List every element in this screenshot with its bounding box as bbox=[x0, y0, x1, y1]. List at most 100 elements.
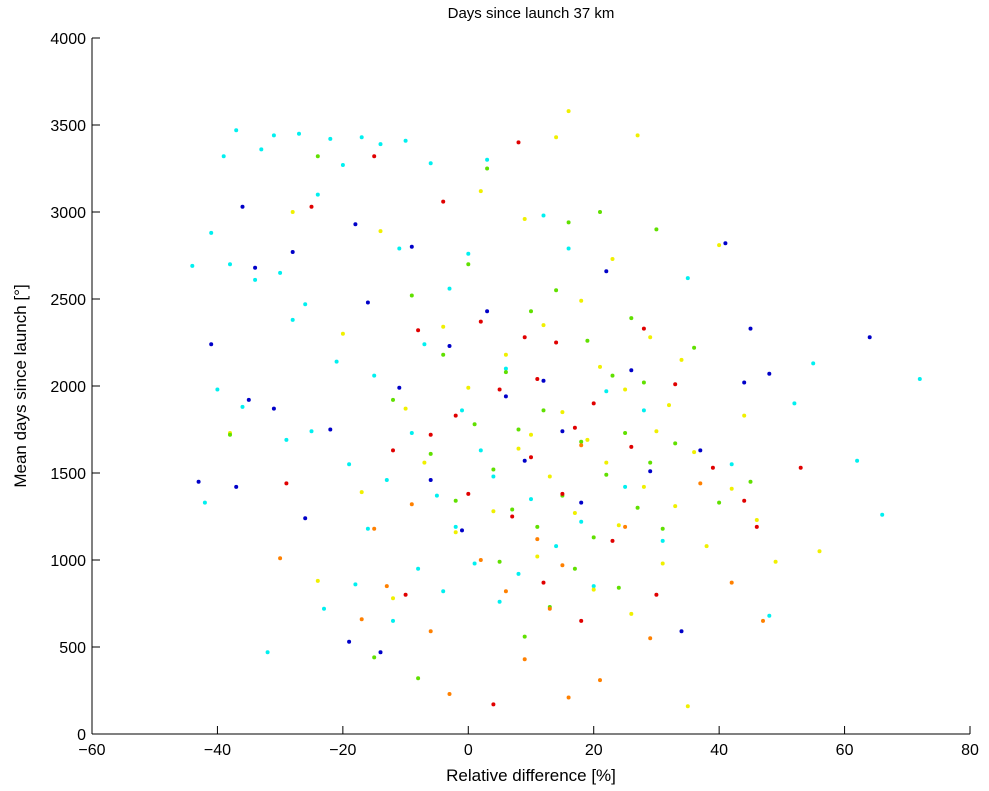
data-point bbox=[522, 335, 527, 340]
data-point bbox=[403, 592, 408, 597]
data-point bbox=[416, 676, 421, 681]
data-point bbox=[629, 444, 634, 449]
x-axis-label: Relative difference [%] bbox=[446, 766, 616, 785]
data-point bbox=[917, 377, 922, 381]
data-point bbox=[604, 269, 609, 274]
data-point bbox=[648, 335, 653, 340]
data-point bbox=[811, 361, 816, 366]
data-point bbox=[579, 618, 584, 623]
data-point bbox=[623, 387, 628, 392]
data-point bbox=[629, 611, 634, 616]
data-point bbox=[641, 380, 646, 385]
data-point bbox=[485, 166, 490, 171]
data-point bbox=[566, 109, 571, 114]
data-point bbox=[754, 518, 759, 522]
data-point bbox=[704, 544, 709, 549]
y-tick-label: 1500 bbox=[50, 466, 86, 483]
data-point bbox=[579, 298, 584, 303]
data-point bbox=[566, 246, 571, 251]
data-point bbox=[428, 161, 433, 166]
data-point bbox=[478, 189, 483, 194]
data-point bbox=[422, 342, 427, 347]
data-point bbox=[579, 439, 584, 444]
data-point bbox=[598, 210, 602, 214]
data-point bbox=[221, 154, 226, 159]
data-point bbox=[441, 589, 446, 594]
data-point bbox=[428, 629, 433, 634]
data-point bbox=[365, 300, 370, 305]
data-point bbox=[698, 448, 703, 453]
data-point bbox=[692, 345, 697, 350]
data-point bbox=[723, 241, 728, 246]
data-point bbox=[604, 389, 609, 394]
data-point bbox=[478, 558, 483, 562]
data-point bbox=[554, 544, 559, 549]
data-point bbox=[278, 556, 283, 561]
data-point bbox=[340, 163, 345, 167]
data-point bbox=[491, 509, 496, 514]
data-point bbox=[271, 406, 276, 411]
data-point bbox=[472, 561, 477, 566]
data-point bbox=[403, 406, 408, 411]
data-point bbox=[340, 331, 345, 336]
data-point bbox=[378, 650, 383, 655]
data-point bbox=[635, 133, 640, 138]
data-point bbox=[428, 432, 433, 437]
data-point bbox=[409, 431, 414, 435]
x-tick-label: −20 bbox=[329, 742, 356, 759]
data-point bbox=[579, 500, 584, 505]
x-tick-label: 40 bbox=[710, 742, 728, 759]
data-point bbox=[554, 288, 559, 293]
data-point bbox=[880, 512, 885, 517]
x-tick-label: 20 bbox=[585, 742, 603, 759]
data-point bbox=[748, 479, 753, 484]
data-point bbox=[466, 251, 471, 256]
data-point bbox=[572, 511, 577, 515]
data-point bbox=[441, 324, 446, 329]
data-point bbox=[692, 450, 697, 455]
data-point bbox=[290, 317, 295, 322]
y-tick-label: 2500 bbox=[50, 292, 86, 309]
data-point bbox=[742, 413, 747, 418]
data-point bbox=[409, 293, 414, 298]
data-point bbox=[710, 465, 715, 470]
data-point bbox=[591, 401, 596, 406]
data-point bbox=[554, 340, 559, 345]
y-tick-label: 3000 bbox=[50, 205, 86, 222]
data-point bbox=[315, 154, 320, 159]
data-point bbox=[441, 199, 446, 204]
data-point bbox=[372, 655, 377, 660]
y-tick-label: 2000 bbox=[50, 379, 86, 396]
data-point bbox=[547, 474, 552, 479]
data-point bbox=[353, 222, 358, 227]
data-point bbox=[641, 408, 646, 413]
data-point bbox=[503, 366, 508, 371]
data-point bbox=[284, 481, 289, 486]
data-point bbox=[529, 455, 533, 460]
data-point bbox=[422, 460, 427, 465]
data-point bbox=[359, 135, 364, 140]
data-point bbox=[228, 432, 232, 437]
data-point bbox=[485, 309, 490, 314]
data-point bbox=[416, 328, 421, 333]
data-point bbox=[641, 326, 646, 331]
data-point bbox=[623, 484, 628, 489]
data-point bbox=[503, 370, 508, 375]
data-point bbox=[378, 142, 383, 147]
data-point bbox=[453, 413, 458, 418]
data-point bbox=[503, 394, 508, 399]
data-point bbox=[698, 481, 703, 486]
data-point bbox=[560, 429, 565, 434]
data-point bbox=[447, 344, 452, 348]
data-point bbox=[478, 448, 483, 453]
data-point bbox=[792, 401, 797, 406]
data-point bbox=[541, 580, 546, 585]
data-point bbox=[855, 458, 860, 463]
x-tick-label: 80 bbox=[961, 742, 979, 759]
data-point bbox=[817, 549, 822, 554]
data-point bbox=[365, 526, 370, 531]
data-point bbox=[466, 262, 471, 267]
data-point bbox=[522, 634, 527, 639]
data-point bbox=[372, 526, 377, 531]
